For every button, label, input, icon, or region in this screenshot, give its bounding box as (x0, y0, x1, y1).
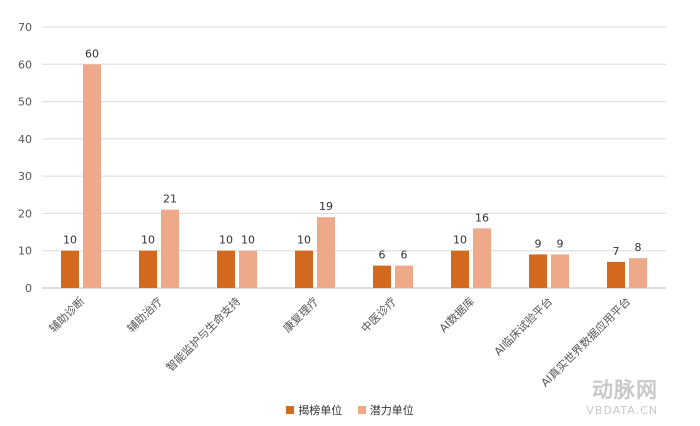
y-tick-label: 20 (18, 207, 32, 220)
y-tick-label: 40 (18, 133, 32, 146)
data-label: 21 (163, 193, 177, 206)
data-label: 10 (141, 234, 155, 247)
bar (295, 250, 313, 288)
x-tick-label: 辅助治疗 (124, 294, 165, 335)
bar (61, 250, 79, 288)
data-label: 10 (63, 234, 77, 247)
bar (629, 258, 647, 288)
bar (529, 254, 547, 288)
bar (83, 64, 101, 289)
watermark-url: VBDATA.CN (586, 404, 658, 417)
data-label: 10 (219, 234, 233, 247)
y-tick-label: 50 (18, 96, 32, 109)
bar (473, 228, 491, 288)
bar (161, 209, 179, 288)
legend-swatch-series-1 (286, 406, 295, 414)
y-tick-label: 0 (25, 282, 32, 295)
data-label: 10 (241, 234, 255, 247)
data-label: 10 (297, 234, 311, 247)
legend-swatch-series-2 (357, 406, 366, 414)
bar (217, 250, 235, 288)
data-label: 6 (401, 249, 408, 262)
data-label: 10 (453, 234, 467, 247)
data-label: 9 (535, 237, 542, 250)
y-tick-label: 30 (18, 170, 32, 183)
bar (451, 250, 469, 288)
y-tick-label: 60 (18, 58, 32, 71)
legend-label-series-2: 潜力单位 (369, 404, 414, 417)
y-tick-label: 10 (18, 245, 32, 258)
y-tick-label: 70 (18, 21, 32, 34)
x-tick-label: AI数据库 (436, 294, 477, 335)
watermark: 动脉网 VBDATA.CN (586, 374, 658, 417)
data-label: 8 (635, 241, 642, 254)
bar (551, 254, 569, 288)
bar (373, 265, 391, 288)
legend: 揭榜单位 潜力单位 (0, 402, 700, 418)
data-label: 6 (379, 249, 386, 262)
data-label: 16 (475, 211, 489, 224)
legend-item-series-2: 潜力单位 (357, 402, 414, 418)
data-label: 60 (85, 47, 99, 60)
x-tick-label: 辅助诊断 (46, 294, 87, 335)
bar (607, 261, 625, 288)
bar (395, 265, 413, 288)
x-tick-label: 中医诊疗 (358, 294, 399, 335)
bar (239, 250, 257, 288)
legend-label-series-1: 揭榜单位 (298, 404, 343, 417)
x-tick-label: 康复理疗 (280, 294, 321, 335)
data-label: 9 (557, 237, 564, 250)
bar (139, 250, 157, 288)
bar (317, 217, 335, 288)
x-tick-label: AI临床试验平台 (491, 294, 555, 358)
watermark-logo: 动脉网 (592, 378, 658, 402)
data-label: 7 (613, 245, 620, 258)
legend-item-series-1: 揭榜单位 (286, 402, 342, 418)
x-tick-label: 智能监护与生命支持 (163, 294, 243, 374)
data-label: 19 (319, 200, 333, 213)
